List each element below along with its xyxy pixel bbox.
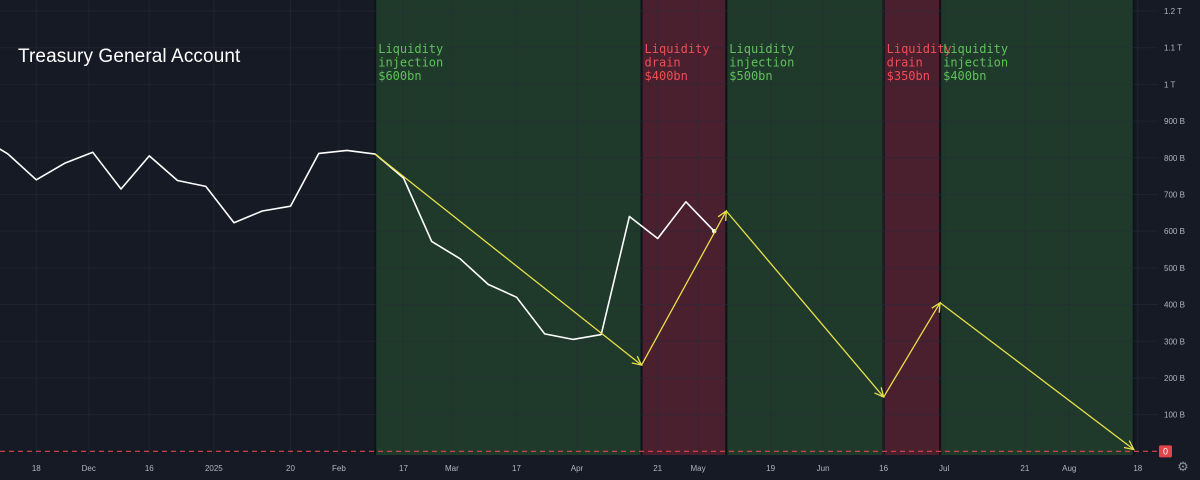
x-tick-label-8: 17 (512, 464, 521, 473)
y-tick-label-12: 1.2 T (1164, 7, 1182, 16)
band-label-3-line-1: Liquidity (729, 42, 794, 56)
series-line (0, 148, 715, 341)
x-tick-label-4: 20 (286, 464, 295, 473)
series-point-21 (572, 339, 574, 341)
x-tick-label-9: Apr (571, 464, 584, 473)
band-label-3-line-2: injection (729, 56, 794, 70)
y-tick-label-9: 900 B (1164, 117, 1185, 126)
x-tick-label-16: 21 (1020, 464, 1029, 473)
arrow-head-5 (1123, 440, 1135, 451)
series-point-3 (64, 162, 66, 164)
x-tick-label-15: Jul (939, 464, 949, 473)
settings-icon[interactable]: ⚙ (1177, 460, 1189, 475)
series-point-13 (346, 150, 348, 152)
series-point-5 (120, 188, 122, 190)
band-label-1-line-3: $600bn (378, 69, 421, 83)
y-axis[interactable]: 100 B 200 B 300 B 400 B 500 B 600 B 700 B 800 B… (1159, 7, 1185, 458)
x-tick-label-17: Aug (1062, 464, 1076, 473)
y-tick-label-7: 700 B (1164, 190, 1185, 199)
x-tick-label-13: Jun (817, 464, 830, 473)
series-point-11 (290, 205, 292, 207)
y-tick-label-3: 300 B (1164, 337, 1185, 346)
band-label-1-line-2: injection (378, 56, 443, 70)
chart-title: Treasury General Account (18, 46, 241, 67)
series-point-17 (459, 258, 461, 260)
band-label-5-line-3: $400bn (943, 69, 986, 83)
series-point-9 (233, 222, 235, 224)
series-point-23 (629, 216, 631, 218)
zero-value-badge-label: 0 (1163, 446, 1168, 456)
band-label-3-line-3: $500bn (729, 69, 772, 83)
y-tick-label-1: 100 B (1164, 411, 1185, 420)
x-tick-label-1: Dec (82, 464, 96, 473)
series-point-20 (544, 333, 546, 335)
series-point-16 (431, 241, 433, 243)
x-tick-label-12: 19 (766, 464, 775, 473)
band-label-2-line-2: drain (645, 56, 681, 70)
series-point-12 (318, 153, 320, 155)
x-tick-label-18: 18 (1133, 464, 1142, 473)
x-tick-label-11: May (690, 464, 705, 473)
x-tick-label-2: 16 (145, 464, 154, 473)
series-point-7 (177, 180, 179, 182)
series-point-1 (7, 153, 9, 155)
x-tick-label-5: Feb (332, 464, 346, 473)
band-label-4-line-3: $350bn (887, 69, 930, 83)
arrow-line-4 (883, 302, 941, 398)
band-label-5-line-1: Liquidity (943, 42, 1008, 56)
zero-value-badge (1159, 445, 1172, 458)
x-tick-label-6: 17 (399, 464, 408, 473)
grid-layer (0, 0, 1158, 455)
band-injection-1 (375, 0, 642, 455)
y-tick-label-2: 200 B (1164, 374, 1185, 383)
x-tick-label-0: 18 (32, 464, 41, 473)
band-label-2-line-3: $400bn (645, 69, 688, 83)
series-point-10 (261, 210, 263, 212)
band-label-layer: Liquidityinjection$600bnLiquiditydrain$4… (378, 42, 1008, 83)
y-tick-label-5: 500 B (1164, 264, 1185, 273)
arrow-line-5 (939, 302, 1135, 451)
series-point-6 (148, 155, 150, 157)
x-tick-label-10: 21 (653, 464, 662, 473)
band-label-4-line-1: Liquidity (887, 42, 952, 56)
arrow-layer (374, 153, 1135, 451)
arrow-line-2 (640, 210, 727, 366)
series-point-8 (205, 186, 207, 188)
band-injection-3 (726, 0, 884, 455)
band-label-1-line-1: Liquidity (378, 42, 443, 56)
band-drain-4 (883, 0, 941, 455)
series-point-24 (657, 238, 659, 240)
band-injection-5 (940, 0, 1134, 455)
arrow-line-3 (725, 210, 885, 398)
band-label-2-line-1: Liquidity (645, 42, 710, 56)
x-tick-label-14: 16 (879, 464, 888, 473)
y-tick-label-6: 600 B (1164, 227, 1185, 236)
y-tick-label-10: 1 T (1164, 80, 1176, 89)
y-tick-label-4: 400 B (1164, 301, 1185, 310)
series-point-18 (487, 284, 489, 286)
arrow-line-1 (374, 153, 642, 366)
x-tick-label-7: Mar (445, 464, 459, 473)
y-tick-label-8: 800 B (1164, 154, 1185, 163)
series-point-2 (36, 179, 38, 181)
band-layer (374, 0, 1135, 455)
x-axis[interactable]: 18 Dec 16 2025 20 Feb 17 Mar 17 Apr 21 May 19 Jun 16 Ju… (32, 464, 1143, 473)
y-tick-label-11: 1.1 T (1164, 44, 1182, 53)
series-point-4 (92, 151, 94, 153)
band-label-5-line-2: injection (943, 56, 1008, 70)
series-point-25 (685, 201, 687, 203)
series-point-19 (516, 296, 518, 298)
band-label-4-line-2: drain (887, 56, 923, 70)
x-tick-label-3: 2025 (205, 464, 223, 473)
band-drain-2 (641, 0, 727, 455)
